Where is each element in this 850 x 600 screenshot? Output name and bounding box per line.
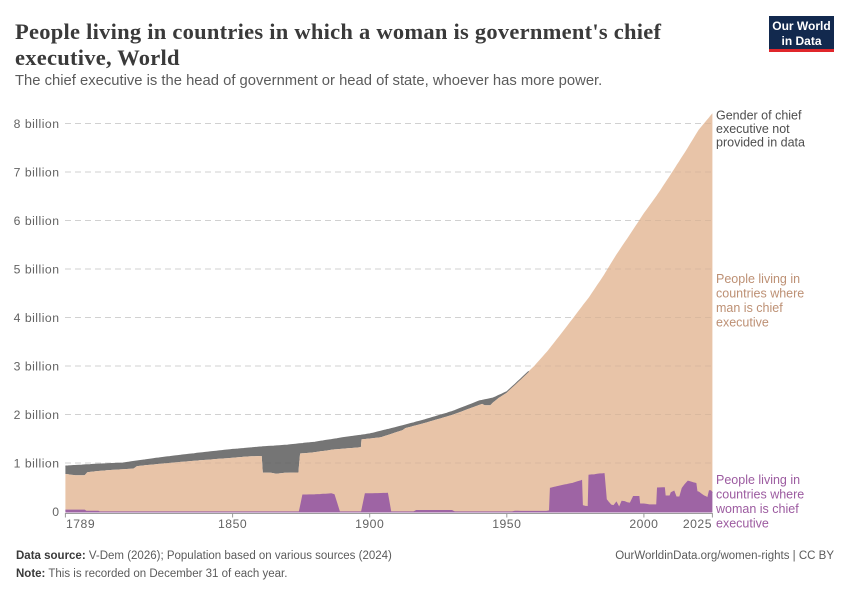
svg-text:executive not: executive not: [716, 122, 790, 136]
svg-text:executive: executive: [716, 517, 769, 531]
svg-text:2 billion: 2 billion: [14, 408, 60, 422]
svg-text:woman is chief: woman is chief: [715, 502, 799, 516]
svg-text:3 billion: 3 billion: [14, 360, 60, 374]
svg-text:People living in: People living in: [716, 272, 800, 286]
svg-text:1850: 1850: [218, 517, 247, 531]
svg-text:1900: 1900: [355, 517, 384, 531]
svg-text:8 billion: 8 billion: [14, 117, 60, 131]
svg-text:1 billion: 1 billion: [14, 457, 60, 471]
svg-text:0: 0: [52, 505, 59, 519]
svg-text:1950: 1950: [492, 517, 521, 531]
svg-text:provided in data: provided in data: [716, 136, 805, 150]
svg-text:4 billion: 4 billion: [14, 311, 60, 325]
svg-text:man is chief: man is chief: [716, 301, 783, 315]
svg-text:countries where: countries where: [716, 488, 804, 502]
svg-text:5 billion: 5 billion: [14, 263, 60, 277]
svg-text:6 billion: 6 billion: [14, 214, 60, 228]
svg-text:countries where: countries where: [716, 287, 804, 301]
svg-text:1789: 1789: [66, 517, 95, 531]
svg-text:People living in: People living in: [716, 473, 800, 487]
svg-text:Gender of chief: Gender of chief: [716, 109, 802, 123]
svg-text:7 billion: 7 billion: [14, 166, 60, 180]
svg-text:executive: executive: [716, 316, 769, 330]
svg-text:2025: 2025: [683, 517, 712, 531]
svg-text:2000: 2000: [629, 517, 658, 531]
